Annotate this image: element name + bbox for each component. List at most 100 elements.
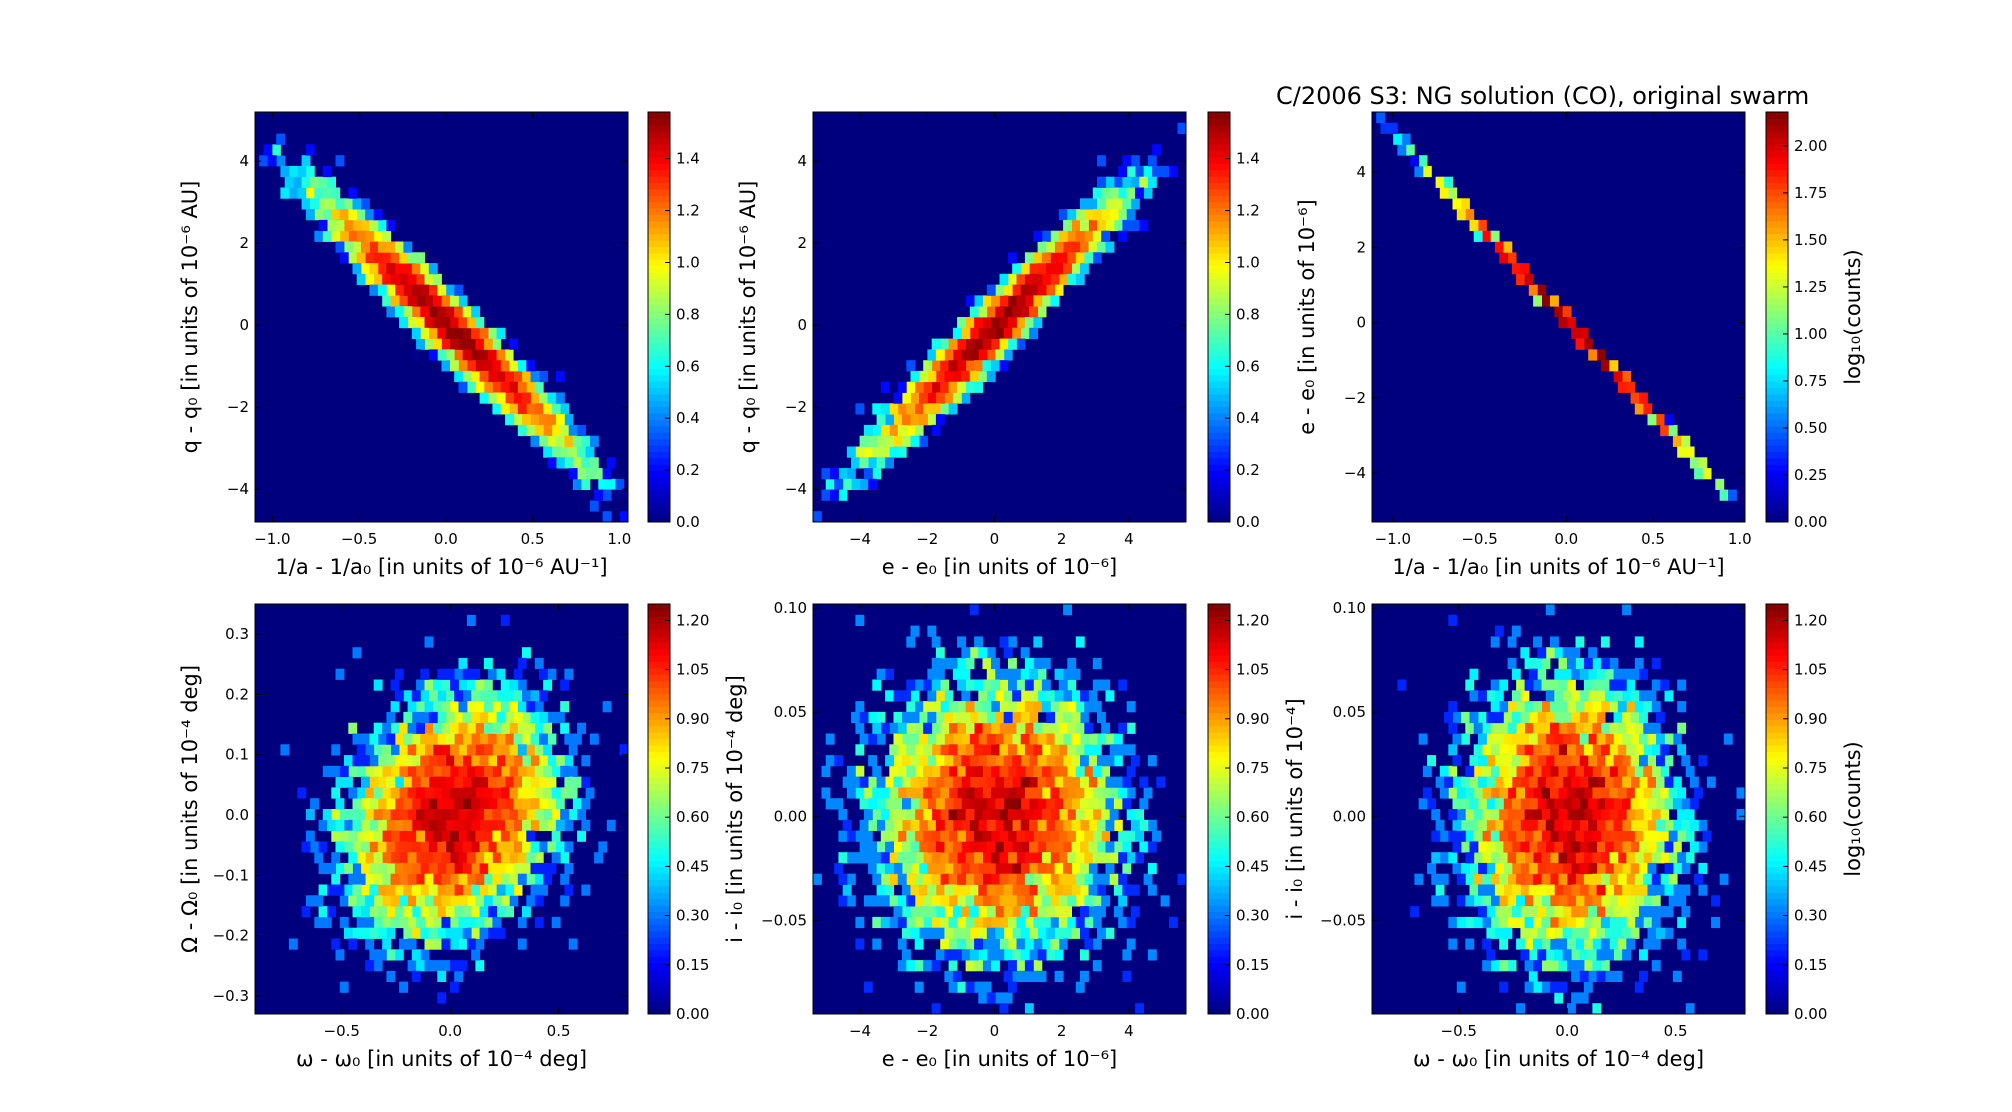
hexbin-cell: [1084, 722, 1094, 734]
colorbar-segment: [1208, 789, 1230, 797]
hexbin-cell: [1046, 690, 1055, 702]
hexbin-cell: [889, 446, 899, 458]
hexbin-cell: [513, 755, 523, 767]
hexbin-cell: [923, 830, 933, 842]
hexbin-cell: [471, 862, 481, 875]
hexbin-cell: [1380, 122, 1390, 134]
hexbin-cell: [1541, 657, 1551, 670]
hexbin-cell: [1473, 787, 1483, 799]
hexbin-cell: [352, 263, 362, 275]
axes-frame: [812, 111, 1187, 523]
hexbin-cell: [935, 862, 945, 875]
hexbin-cell: [539, 776, 548, 788]
hexbin-cell: [931, 679, 941, 691]
hexbin-cell: [1550, 960, 1559, 972]
hexbin-cell: [488, 776, 497, 788]
hexbin-cell: [1088, 798, 1098, 810]
hexbin-cell: [1448, 187, 1458, 199]
hexbin-cell: [931, 744, 941, 756]
colorbar-segment: [1766, 616, 1788, 624]
hexbin-cell: [551, 446, 561, 458]
hexbin-cell: [1626, 916, 1636, 929]
hexbin-cell: [509, 381, 519, 393]
hexbin-cell: [1465, 765, 1475, 777]
hexbin-cell: [885, 435, 894, 447]
colorbar-segment: [1208, 930, 1230, 938]
hexbin-cell: [906, 360, 916, 372]
hexbin-cell: [965, 679, 975, 691]
hexbin-cell: [931, 657, 941, 670]
hexbin-cell: [407, 744, 417, 756]
hexbin-cell: [1139, 776, 1149, 788]
hexbin-cell: [957, 701, 966, 713]
hexbin-cell: [1033, 230, 1043, 242]
hexbin-cell: [957, 338, 966, 350]
hexbin-cell: [1554, 906, 1564, 918]
hexbin-cell: [876, 457, 886, 469]
colorbar-segment: [648, 489, 670, 497]
hexbin-cell: [1617, 938, 1627, 950]
hexbin-cell: [407, 830, 417, 842]
colorbar-segment: [648, 943, 670, 951]
hexbin-cell: [411, 798, 421, 810]
hexbin-cell: [450, 295, 459, 307]
hexbin-cell: [1050, 873, 1060, 885]
hexbin-cell: [1634, 852, 1644, 864]
hexbin-cell: [1575, 938, 1585, 950]
hexbin-cell: [995, 327, 1005, 339]
hexbin-cell: [1478, 862, 1487, 875]
hexbin-cell: [1541, 873, 1551, 885]
hexbin-cell: [948, 787, 958, 799]
hexbin-cell: [1037, 819, 1047, 831]
hexbin-cell: [1494, 798, 1504, 810]
hexbin-cell: [1075, 873, 1085, 885]
hexbin-cell: [1008, 338, 1017, 350]
hexbin-cell: [872, 468, 882, 480]
hexbin-cell: [475, 338, 485, 350]
hexbin-cell: [1562, 647, 1572, 659]
hexbin-cell: [462, 819, 472, 831]
hexbin-cell: [1130, 198, 1140, 210]
x-tick-label: 0.5: [1664, 1022, 1688, 1040]
hexbin-cell: [428, 906, 438, 918]
hexbin-cell: [855, 446, 865, 458]
hexbin-cell: [352, 733, 362, 745]
hexbin-cell: [1473, 895, 1483, 907]
colorbar-segment: [1766, 323, 1788, 331]
hexbin-cell: [1626, 701, 1636, 713]
hexbin-cell: [475, 960, 485, 972]
colorbar-tick-label: 1.2: [676, 202, 700, 220]
hexbin-cell: [543, 787, 553, 799]
hexbin-cell: [568, 424, 578, 437]
hexbin-cell: [534, 809, 544, 821]
colorbar-segment: [1208, 150, 1230, 158]
colorbar-segment: [1208, 898, 1230, 906]
hexbin-cell: [1651, 657, 1661, 670]
hexbin-cell: [1029, 970, 1039, 982]
hexbin-cell: [935, 690, 945, 702]
colorbar-tick-label: 0.8: [676, 305, 700, 323]
colorbar-segment: [1766, 188, 1788, 196]
hexbin-cell: [437, 798, 447, 810]
hexbin-cell: [910, 819, 920, 831]
hexbin-cell: [462, 927, 472, 939]
hexbin-cell: [923, 852, 933, 864]
colorbar-segment: [1766, 655, 1788, 663]
hexbin-cell: [927, 884, 937, 896]
x-axis-label: 1/a - 1/a₀ [in units of 10⁻⁶ AU⁻¹]: [1392, 555, 1724, 579]
hexbin-cell: [560, 873, 570, 885]
hexbin-cell: [539, 414, 548, 426]
hexbin-cell: [445, 906, 455, 918]
hexbin-cell: [1029, 776, 1039, 788]
hexbin-cell: [424, 960, 434, 972]
hexbin-cell: [1677, 852, 1687, 864]
hexbin-cell: [441, 317, 451, 329]
y-tick-label: 2: [797, 234, 807, 252]
hexbin-cell: [906, 916, 916, 929]
hexbin-cell: [1583, 938, 1593, 950]
hexbin-cell: [479, 711, 489, 724]
hexbin-cell: [1008, 895, 1017, 907]
hexbin-cell: [420, 884, 430, 896]
hexbin-cell: [445, 927, 455, 939]
hexbin-cell: [986, 711, 996, 724]
